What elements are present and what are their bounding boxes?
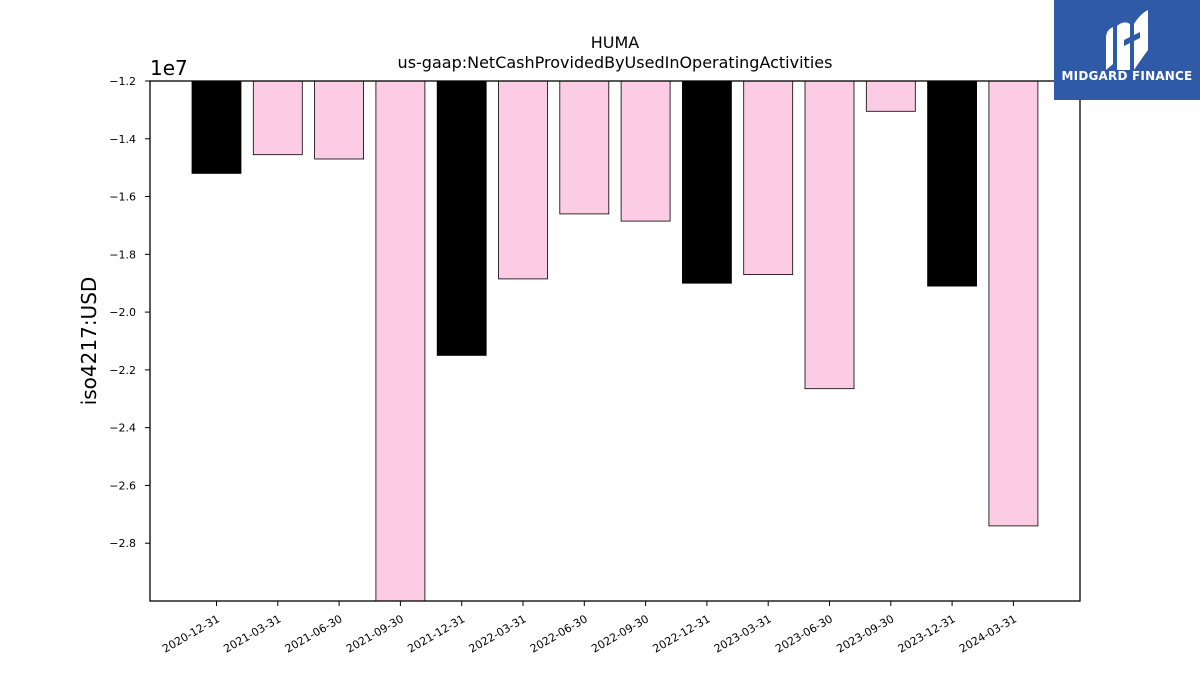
bar-2024-03-31 — [988, 80, 1039, 527]
y-ticks-group: −1.2 −1.4 −1.6 −1.8 −2.0 −2.2 −2.4 −2.6 −2.8 — [109, 75, 150, 550]
bar-2021-12-31 — [436, 80, 487, 356]
logo-text: MIDGARD FINANCE — [1061, 69, 1193, 83]
y-tick-label: −2.2 — [109, 364, 136, 377]
chart-subtitle: us-gaap:NetCashProvidedByUsedInOperating… — [398, 53, 833, 72]
bar-2021-03-31 — [252, 80, 303, 156]
y-tick-label: −2.0 — [109, 306, 136, 319]
bar-2023-06-30 — [804, 80, 855, 390]
x-tick-label: 2022-06-30 — [528, 612, 590, 655]
y-offset-label: 1e7 — [150, 56, 188, 80]
bar-2021-06-30 — [314, 80, 365, 160]
bars-group — [191, 80, 1039, 602]
plot-frame — [149, 80, 1081, 602]
x-tick-label: 2023-09-30 — [834, 612, 896, 655]
bar-2022-03-31 — [498, 80, 548, 280]
x-tick-label: 2021-03-31 — [221, 612, 283, 655]
x-tick-label: 2020-12-31 — [160, 612, 222, 655]
x-tick-label: 2021-06-30 — [283, 612, 345, 655]
bar-2023-03-31 — [743, 80, 794, 276]
x-tick-label: 2023-03-31 — [712, 612, 774, 655]
x-tick-label: 2024-03-31 — [957, 612, 1019, 655]
y-tick-label: −1.4 — [109, 133, 136, 146]
chart-title: HUMA — [591, 33, 640, 52]
bar-2023-12-31 — [927, 80, 977, 287]
x-tick-label: 2023-06-30 — [773, 612, 835, 655]
y-axis-label: iso4217:USD — [77, 277, 101, 406]
bar-2022-06-30 — [559, 80, 610, 215]
x-tick-label: 2021-12-31 — [405, 612, 467, 655]
x-ticks-group: 2020-12-31 2021-03-31 2021-06-30 2021-09-30… — [160, 601, 1019, 656]
bar-2022-12-31 — [682, 80, 732, 284]
y-tick-label: −2.8 — [109, 537, 136, 550]
logo-mark-icon — [1106, 10, 1148, 70]
x-tick-label: 2023-12-31 — [896, 612, 958, 655]
x-tick-label: 2021-09-30 — [344, 612, 406, 655]
y-tick-label: −1.8 — [109, 248, 136, 261]
y-tick-label: −1.2 — [109, 75, 136, 88]
bar-2021-09-30 — [375, 80, 426, 602]
midgard-finance-logo: MIDGARD FINANCE — [1054, 0, 1200, 100]
bar-2023-09-30 — [865, 80, 916, 112]
y-tick-label: −2.6 — [109, 479, 136, 492]
x-tick-label: 2022-03-31 — [467, 612, 529, 655]
x-tick-label: 2022-09-30 — [589, 612, 651, 655]
bar-2020-12-31 — [191, 80, 242, 174]
bar-2022-09-30 — [620, 80, 671, 222]
y-tick-label: −2.4 — [109, 422, 136, 435]
x-tick-label: 2022-12-31 — [651, 612, 713, 655]
y-tick-label: −1.6 — [109, 191, 136, 204]
